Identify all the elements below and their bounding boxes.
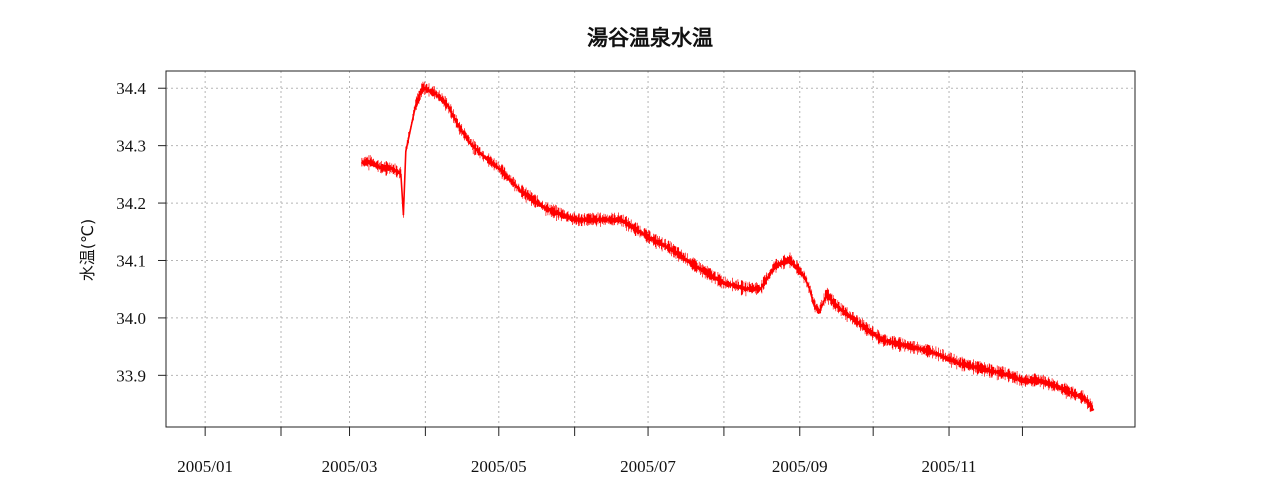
data-point: [400, 173, 402, 176]
data-point: [882, 340, 884, 342]
y-tick-label: 33.9: [116, 366, 146, 385]
data-point: [620, 219, 622, 222]
data-point: [1068, 391, 1070, 394]
data-point: [405, 150, 407, 153]
data-point: [774, 265, 777, 268]
data-point: [669, 248, 671, 250]
data-point: [520, 190, 522, 193]
data-point: [958, 363, 960, 365]
data-point: [723, 282, 725, 285]
x-tick-label: 2005/01: [177, 457, 233, 476]
y-tick-label: 34.0: [116, 309, 146, 328]
data-point: [498, 167, 500, 170]
y-tick-label: 34.4: [116, 79, 146, 98]
y-tick-label: 34.2: [116, 194, 146, 213]
data-point: [1082, 397, 1085, 400]
series-noise: [361, 81, 1094, 412]
x-tick-label: 2005/07: [620, 457, 676, 476]
data-point: [1055, 386, 1058, 388]
data-point: [458, 127, 461, 130]
data-point: [745, 288, 747, 291]
data-point: [693, 265, 696, 268]
data-point: [647, 236, 649, 239]
y-tick-label: 34.3: [116, 137, 146, 156]
data-point: [1007, 374, 1009, 377]
data-point: [414, 104, 417, 107]
y-tick-label: 34.1: [116, 251, 146, 270]
data-point: [1038, 380, 1041, 382]
data-point: [759, 288, 762, 291]
data-point: [380, 167, 383, 170]
data-point: [422, 87, 424, 89]
data-point: [409, 127, 412, 130]
data-point: [573, 219, 576, 222]
grid: [166, 71, 1135, 427]
data-point: [483, 156, 485, 158]
data-point: [361, 162, 363, 164]
data-point: [595, 219, 598, 222]
data-point: [982, 368, 985, 371]
chart-title: 湯谷温泉水温: [587, 26, 713, 50]
x-tick-label: 2005/09: [772, 457, 828, 476]
data-point: [818, 311, 821, 314]
x-tick-label: 2005/05: [471, 457, 527, 476]
data-point: [835, 305, 838, 308]
data-point: [434, 93, 437, 95]
plot-frame: [165, 70, 1136, 428]
data-point: [1021, 380, 1024, 382]
series-layer: [361, 81, 1095, 412]
data-point: [803, 276, 806, 279]
data-point: [825, 294, 828, 296]
data-point: [402, 213, 405, 216]
data-point: [813, 305, 816, 308]
data-point: [906, 345, 909, 348]
data-point: [390, 167, 392, 170]
series-line: [361, 87, 1095, 411]
y-axis: 33.9 34.0 34.1 34.2 34.3 34.4: [116, 79, 166, 385]
y-axis-title: 水温(℃): [78, 219, 97, 281]
data-point: [808, 288, 811, 291]
data-point: [471, 144, 473, 147]
data-point: [789, 259, 791, 262]
data-point: [446, 104, 449, 107]
data-point: [1092, 409, 1095, 411]
data-point: [857, 322, 860, 325]
data-point: [544, 208, 547, 210]
x-tick-label: 2005/11: [921, 457, 976, 476]
x-axis: 2005/01 2005/03 2005/05 2005/07 2005/09 2005/…: [177, 427, 1023, 476]
data-point: [931, 351, 933, 354]
x-tick-label: 2005/03: [322, 457, 378, 476]
data-point: [370, 162, 373, 164]
